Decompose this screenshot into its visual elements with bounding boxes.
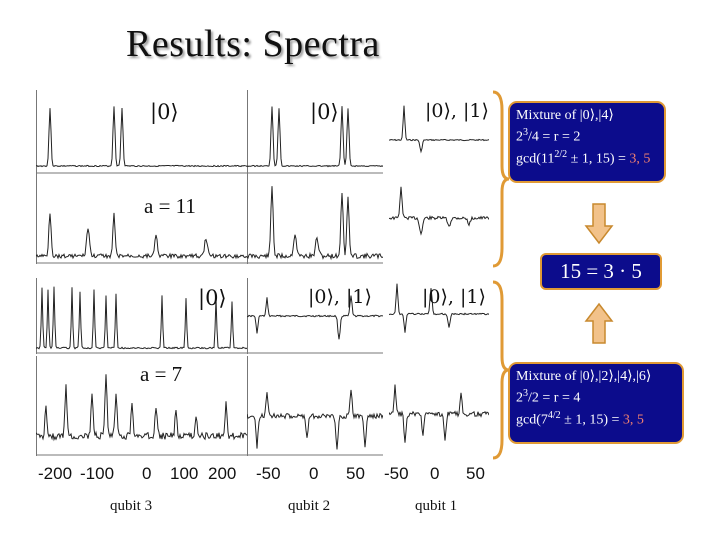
ket-top-qubit2: |0⟩ [310,100,339,124]
ket-top-qubit1: |0⟩, |1⟩ [425,100,489,122]
arrow-down-icon [584,203,614,245]
spectrum-panel-mid-qubit1 [389,174,489,264]
tick-q3-4: 200 [208,464,237,483]
qubit-label-2: qubit 2 [288,498,331,514]
spectrum-panel-top-qubit1 [389,90,489,174]
spectrum-panel-low-qubit1 [389,278,489,354]
tick-q1-1: 0 [430,464,440,483]
ket-bottom-qubit1: |0⟩, |1⟩ [422,286,486,308]
info-box-mixture-0-4: Mixture of |0⟩,|4⟩ 23/4 = r = 2 gcd(112/… [508,101,666,183]
info-bottom-line2: 23/2 = r = 4 [516,388,581,406]
tick-q1-0: -50 [384,464,409,483]
spectrum-panel-mid-qubit2 [247,174,383,264]
spectrum-panel-bottom-qubit1 [389,356,489,456]
spectrum-panel-top-qubit2 [247,90,383,174]
spectrum-panel-mid-qubit3 [36,174,268,264]
tick-q2-0: -50 [256,464,281,483]
qubit-label-1: qubit 1 [415,498,458,514]
info-bottom-line1: Mixture of |0⟩,|2⟩,|4⟩,|6⟩ [516,369,652,384]
info-top-line2: 23/4 = r = 2 [516,127,581,145]
brace-bottom [492,280,510,460]
info-bottom-line3: gcd(74/2 ± 1, 15) = 3, 5 [516,409,644,428]
ket-bottom-qubit3: |0⟩ [198,286,227,310]
tick-q2-1: 0 [309,464,319,483]
label-a-7: a = 7 [136,362,187,387]
tick-q1-2: 50 [466,464,485,483]
tick-q3-0: -200 [38,464,73,483]
spectrum-panel-top-qubit3 [36,90,268,174]
tick-q3-2: 0 [142,464,152,483]
brace-top [492,90,510,268]
tick-q3-3: 100 [170,464,199,483]
qubit-label-3: qubit 3 [110,498,153,514]
tick-q2-2: 50 [346,464,365,483]
info-top-line3: gcd(112/2 ± 1, 15) = 3, 5 [516,148,651,167]
label-a-11: a = 11 [140,194,200,219]
info-box-mixture-0-2-4-6: Mixture of |0⟩,|2⟩,|4⟩,|6⟩ 23/2 = r = 4 … [508,362,684,444]
arrow-up-icon [584,302,614,344]
ket-top-qubit3: |0⟩ [150,100,179,124]
ket-bottom-qubit2: |0⟩, |1⟩ [308,286,372,308]
page-title: Results: Spectra [126,23,380,65]
spectrum-panel-bottom-qubit2 [247,356,383,456]
spectrum-panel-low-qubit2 [247,278,383,354]
tick-q3-1: -100 [80,464,115,483]
info-top-line1: Mixture of |0⟩,|4⟩ [516,108,614,123]
spectrum-panel-low-qubit3 [36,278,268,354]
equation-box-15: 15 = 3 · 5 [540,253,662,290]
